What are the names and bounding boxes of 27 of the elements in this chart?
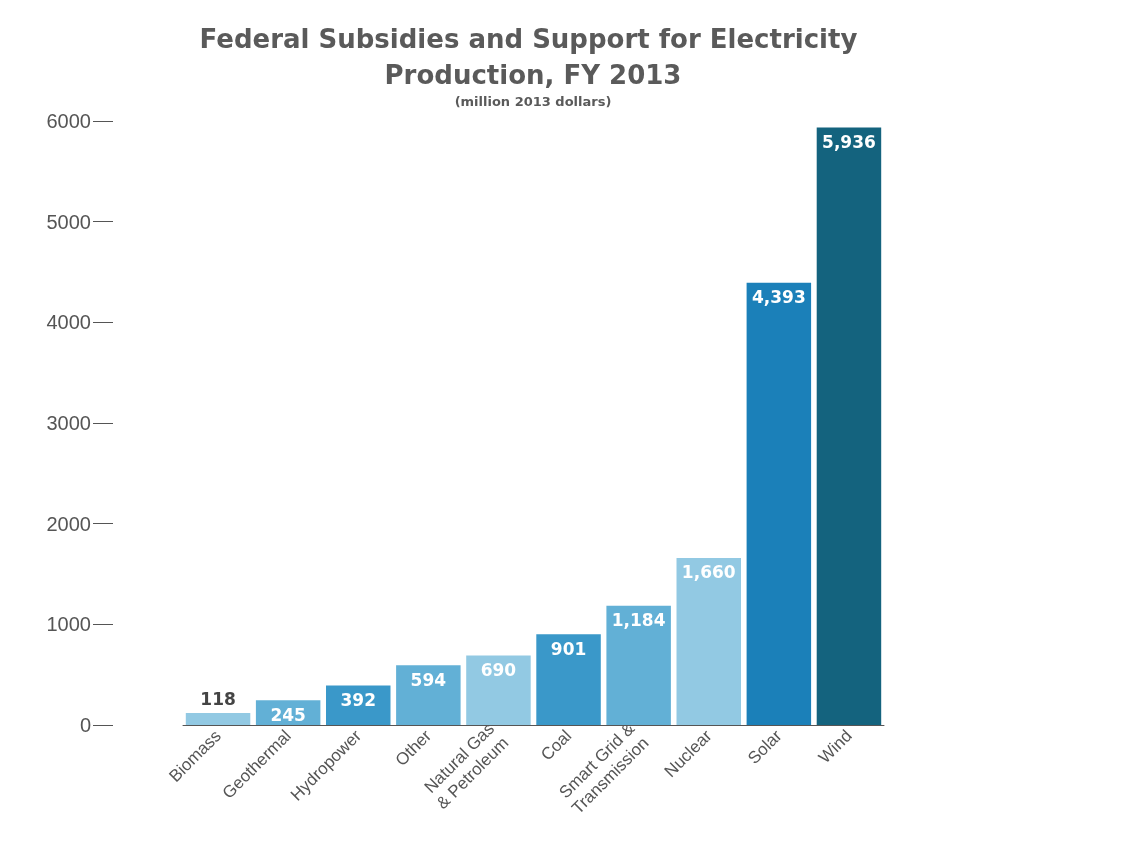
data-label: 1,184 (611, 610, 666, 631)
data-label: 5,936 (822, 131, 876, 152)
bar (816, 127, 882, 725)
chart-subtitle: (million 2013 dollars) (454, 94, 612, 109)
bar (536, 634, 601, 725)
bar (466, 655, 531, 725)
data-label: 901 (550, 638, 587, 659)
data-label: 594 (410, 669, 447, 690)
y-tick-label: 5000 (46, 210, 91, 233)
data-label: 245 (270, 704, 306, 725)
data-label: 392 (340, 690, 376, 711)
y-tick-label: 3000 (46, 412, 91, 434)
bar (746, 282, 812, 725)
data-label: 118 (200, 688, 236, 709)
y-tick-label: 4000 (46, 311, 91, 334)
chart-title: Federal Subsidies and Support for Electricity Production, FY 2013 (199, 24, 867, 90)
data-label: 1,660 (681, 562, 736, 583)
bar (606, 605, 671, 725)
y-tick-label: 1000 (46, 613, 91, 636)
y-tick-label: 0 (79, 714, 91, 736)
data-label: 4,393 (751, 287, 806, 308)
bar (396, 665, 461, 725)
data-label: 690 (480, 660, 517, 681)
y-tick-label: 6000 (46, 110, 91, 132)
y-tick-label: 2000 (46, 512, 91, 535)
bar (676, 557, 741, 725)
bar (185, 713, 251, 725)
